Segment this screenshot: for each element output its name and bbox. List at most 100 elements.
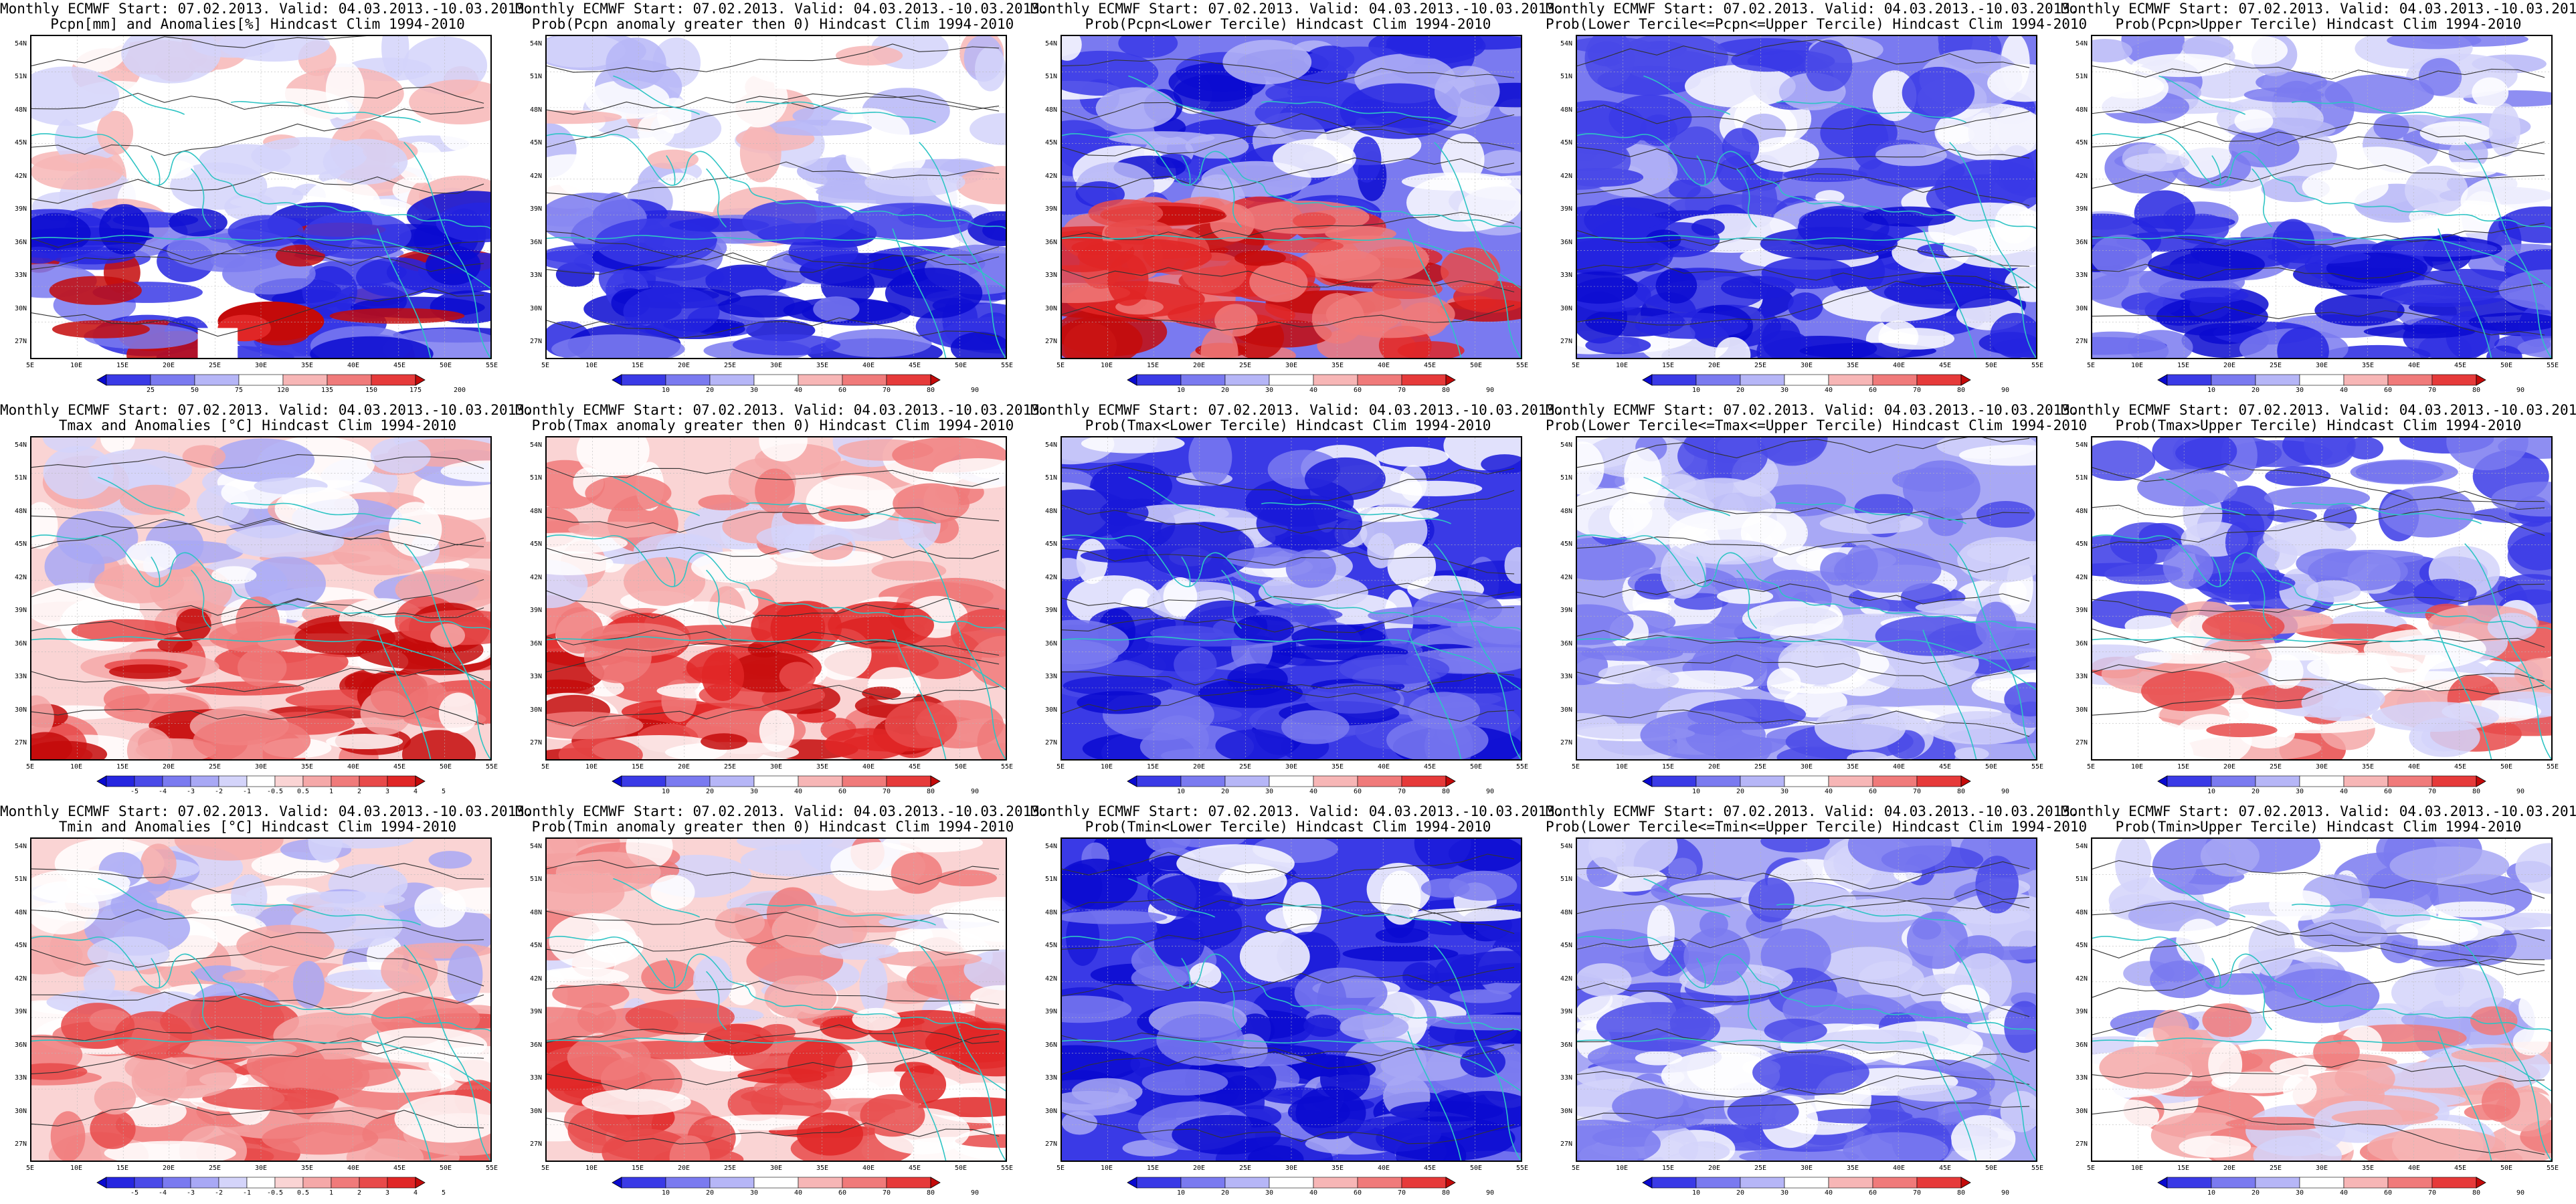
longitude-label: 15E <box>2177 362 2190 369</box>
colorbar-label: 80 <box>2472 387 2481 394</box>
colorbar-label: 30 <box>1780 387 1789 394</box>
latitude-label: 42N <box>15 172 27 180</box>
latitude-label: 30N <box>1560 1107 1573 1115</box>
latitude-label: 33N <box>1045 272 1058 280</box>
colorbar-label: 4 <box>413 788 418 795</box>
longitude-label: 30E <box>2315 763 2328 771</box>
latitude-label: 48N <box>2076 106 2088 114</box>
longitude-label: 25E <box>1754 362 1767 369</box>
longitude-label: 50E <box>954 763 968 771</box>
longitude-label: 20E <box>2223 763 2236 771</box>
colorbar-label: 40 <box>794 788 803 795</box>
latitude-label: 33N <box>1045 673 1058 681</box>
latitude-label: 42N <box>2076 573 2088 581</box>
colorbar-swatches <box>1642 374 1971 386</box>
longitude-label: 10E <box>585 1165 598 1172</box>
longitude-label: 35E <box>1331 763 1344 771</box>
longitude-label: 50E <box>954 362 968 369</box>
colorbar-label: 60 <box>1353 788 1362 795</box>
longitude-label: 35E <box>300 1165 314 1172</box>
colorbar-label: 90 <box>2001 387 2010 394</box>
colorbar-label: 30 <box>749 387 759 394</box>
colorbar-label: 10 <box>661 387 670 394</box>
colorbar-label: 2 <box>357 1189 362 1197</box>
latitude-label: 42N <box>15 975 27 983</box>
colorbar-label: 90 <box>1485 1189 1495 1197</box>
panel-subtitle: Prob(Pcpn>Upper Tercile) Hindcast Clim 1… <box>2115 16 2522 32</box>
colorbar <box>2157 775 2486 787</box>
colorbar-swatches <box>1127 374 1456 386</box>
longitude-label: 25E <box>208 362 221 369</box>
longitude-label: 25E <box>1754 1165 1767 1172</box>
latitude-label: 51N <box>1560 474 1573 482</box>
longitude-label: 15E <box>631 1165 644 1172</box>
longitude-label: 55E <box>1515 1165 1529 1172</box>
latitude-label: 48N <box>1045 507 1058 515</box>
latitude-label: 27N <box>15 739 27 746</box>
colorbar-label: 200 <box>453 387 466 394</box>
longitude-label: 55E <box>2031 1165 2044 1172</box>
colorbar-label: 90 <box>2516 387 2525 394</box>
longitude-label: 35E <box>1846 362 1859 369</box>
longitude-label: 50E <box>439 1165 452 1172</box>
colorbar <box>96 775 426 787</box>
panel-subtitle: Prob(Pcpn anomaly greater then 0) Hindca… <box>531 16 1014 32</box>
longitude-label: 35E <box>816 763 829 771</box>
latitude-label: 27N <box>530 1140 543 1148</box>
latitude-label: 36N <box>1560 639 1573 647</box>
latitude-label: 39N <box>2076 607 2088 615</box>
longitude-label: 40E <box>862 362 875 369</box>
latitude-label: 42N <box>2076 172 2088 180</box>
colorbar-label: 75 <box>234 387 244 394</box>
longitude-label: 10E <box>2130 763 2144 771</box>
longitude-label: 5E <box>2086 1165 2096 1172</box>
colorbar-label: 50 <box>190 387 199 394</box>
colorbar <box>1127 775 1456 787</box>
longitude-label: 15E <box>2177 763 2190 771</box>
latitude-label: 36N <box>15 1041 27 1049</box>
colorbar-label: 70 <box>2427 387 2437 394</box>
longitude-label: 45E <box>1938 763 1952 771</box>
longitude-label: 50E <box>2500 362 2513 369</box>
map-panel: Monthly ECMWF Start: 07.02.2013. Valid: … <box>0 401 533 803</box>
colorbar-label: 40 <box>2339 387 2349 394</box>
longitude-label: 10E <box>2130 1165 2144 1172</box>
colorbar-label: 150 <box>365 387 378 394</box>
map-area <box>1576 837 2037 1162</box>
longitude-label: 50E <box>439 362 452 369</box>
colorbar-label: 40 <box>1309 1189 1318 1197</box>
colorbar-label: 40 <box>1824 1189 1833 1197</box>
colorbar-label: 4 <box>413 1189 418 1197</box>
longitude-label: 30E <box>769 1165 783 1172</box>
longitude-label: 40E <box>1377 1165 1390 1172</box>
colorbar-label: 20 <box>2251 1189 2260 1197</box>
panel-title: Monthly ECMWF Start: 07.02.2013. Valid: … <box>0 1 533 17</box>
colorbar-label: 40 <box>1824 387 1833 394</box>
map-panel: Monthly ECMWF Start: 07.02.2013. Valid: … <box>1030 803 1564 1204</box>
latitude-label: 51N <box>2076 73 2088 81</box>
colorbar-label: 70 <box>882 1189 891 1197</box>
latitude-label: 39N <box>1560 607 1573 615</box>
colorbar-label: 70 <box>882 387 891 394</box>
longitude-label: 5E <box>25 362 35 369</box>
longitude-label: 10E <box>2130 362 2144 369</box>
latitude-label: 45N <box>1045 139 1058 147</box>
longitude-label: 20E <box>677 362 691 369</box>
latitude-label: 48N <box>530 908 543 916</box>
colorbar-label: 40 <box>794 387 803 394</box>
panel-title: Monthly ECMWF Start: 07.02.2013. Valid: … <box>515 402 1048 418</box>
colorbar-label: 10 <box>661 1189 670 1197</box>
colorbar <box>96 1177 426 1189</box>
latitude-label: 30N <box>15 1107 27 1115</box>
longitude-label: 20E <box>2223 1165 2236 1172</box>
colorbar-label: 90 <box>2001 788 2010 795</box>
latitude-label: 39N <box>1045 607 1058 615</box>
panel-subtitle: Pcpn[mm] and Anomalies[%] Hindcast Clim … <box>50 16 465 32</box>
colorbar-swatches <box>1642 775 1971 787</box>
panel-title: Monthly ECMWF Start: 07.02.2013. Valid: … <box>0 402 533 418</box>
latitude-label: 39N <box>15 607 27 615</box>
longitude-label: 20E <box>1192 362 1206 369</box>
latitude-label: 30N <box>2076 1107 2088 1115</box>
latitude-label: 42N <box>530 573 543 581</box>
longitude-label: 55E <box>2546 1165 2559 1172</box>
